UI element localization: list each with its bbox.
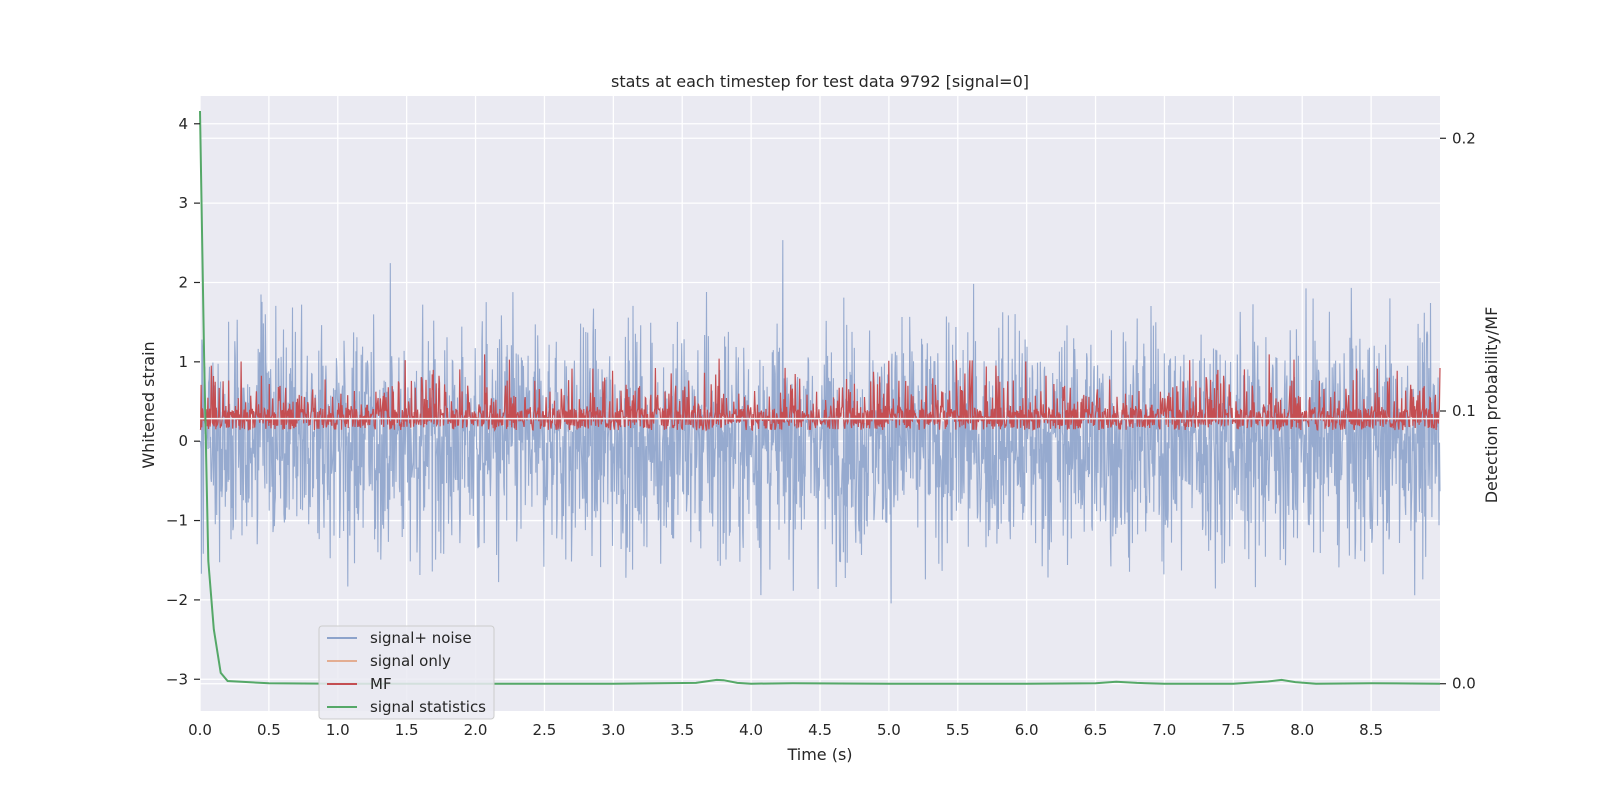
y-axis-label: Whitened strain	[139, 341, 158, 468]
x-tick-label: 6.0	[1015, 721, 1039, 739]
y-tick-label: 3	[178, 194, 188, 212]
x-axis-ticks: 0.0 0.5 1.0 1.5 2.0 2.5 3.0 3.5 4.0 4.5 5.0 5.5 6.0 6…	[188, 721, 1383, 739]
y-tick-label: 2	[178, 273, 188, 291]
x-tick-label: 0.0	[188, 721, 212, 739]
legend-label-noise: signal+ noise	[370, 629, 472, 647]
y-tick-label: −2	[166, 591, 188, 609]
x-tick-label: 2.5	[533, 721, 557, 739]
legend-label-signal: signal only	[370, 652, 451, 670]
x-tick-label: 6.5	[1084, 721, 1108, 739]
legend-box	[318, 625, 495, 720]
x-tick-label: 5.0	[877, 721, 901, 739]
signal-statistics-series	[199, 110, 1441, 685]
mf-series	[199, 354, 1441, 432]
x-tick-label: 3.5	[670, 721, 694, 739]
x-tick-label: 1.0	[326, 721, 350, 739]
y2-axis-ticks: 0.2 0.1 0.0	[1440, 129, 1476, 693]
x-tick-label: 7.0	[1153, 721, 1177, 739]
legend-label-stat: signal statistics	[370, 698, 486, 716]
legend: signal+ noise signal only MF signal stat…	[318, 625, 495, 720]
y2-tick-label: 0.1	[1452, 402, 1476, 420]
legend-label-mf: MF	[370, 675, 392, 693]
y-tick-label: 0	[178, 432, 188, 450]
x-tick-label: 5.5	[946, 721, 970, 739]
y-tick-label: −3	[166, 670, 188, 688]
x-tick-label: 3.0	[601, 721, 625, 739]
x-axis-label: Time (s)	[786, 745, 852, 764]
mf-line	[199, 354, 1441, 432]
y-tick-label: −1	[166, 512, 188, 530]
x-tick-label: 1.5	[395, 721, 419, 739]
chart-title: stats at each timestep for test data 979…	[611, 72, 1029, 91]
x-tick-label: 8.0	[1290, 721, 1314, 739]
x-tick-label: 2.0	[464, 721, 488, 739]
y-axis-ticks: 4 3 2 1 0 −1 −2 −3	[166, 115, 200, 688]
grid	[199, 96, 1440, 711]
x-tick-label: 4.5	[808, 721, 832, 739]
y-tick-label: 4	[178, 115, 188, 133]
y-tick-label: 1	[178, 353, 188, 371]
x-tick-label: 8.5	[1359, 721, 1383, 739]
y2-axis-label: Detection probability/MF	[1482, 307, 1501, 504]
x-tick-label: 4.0	[739, 721, 763, 739]
signal-statistics-line	[199, 110, 1441, 685]
y2-tick-label: 0.0	[1452, 675, 1476, 693]
y2-tick-label: 0.2	[1452, 129, 1476, 147]
x-tick-label: 7.5	[1221, 721, 1245, 739]
x-tick-label: 0.5	[257, 721, 281, 739]
